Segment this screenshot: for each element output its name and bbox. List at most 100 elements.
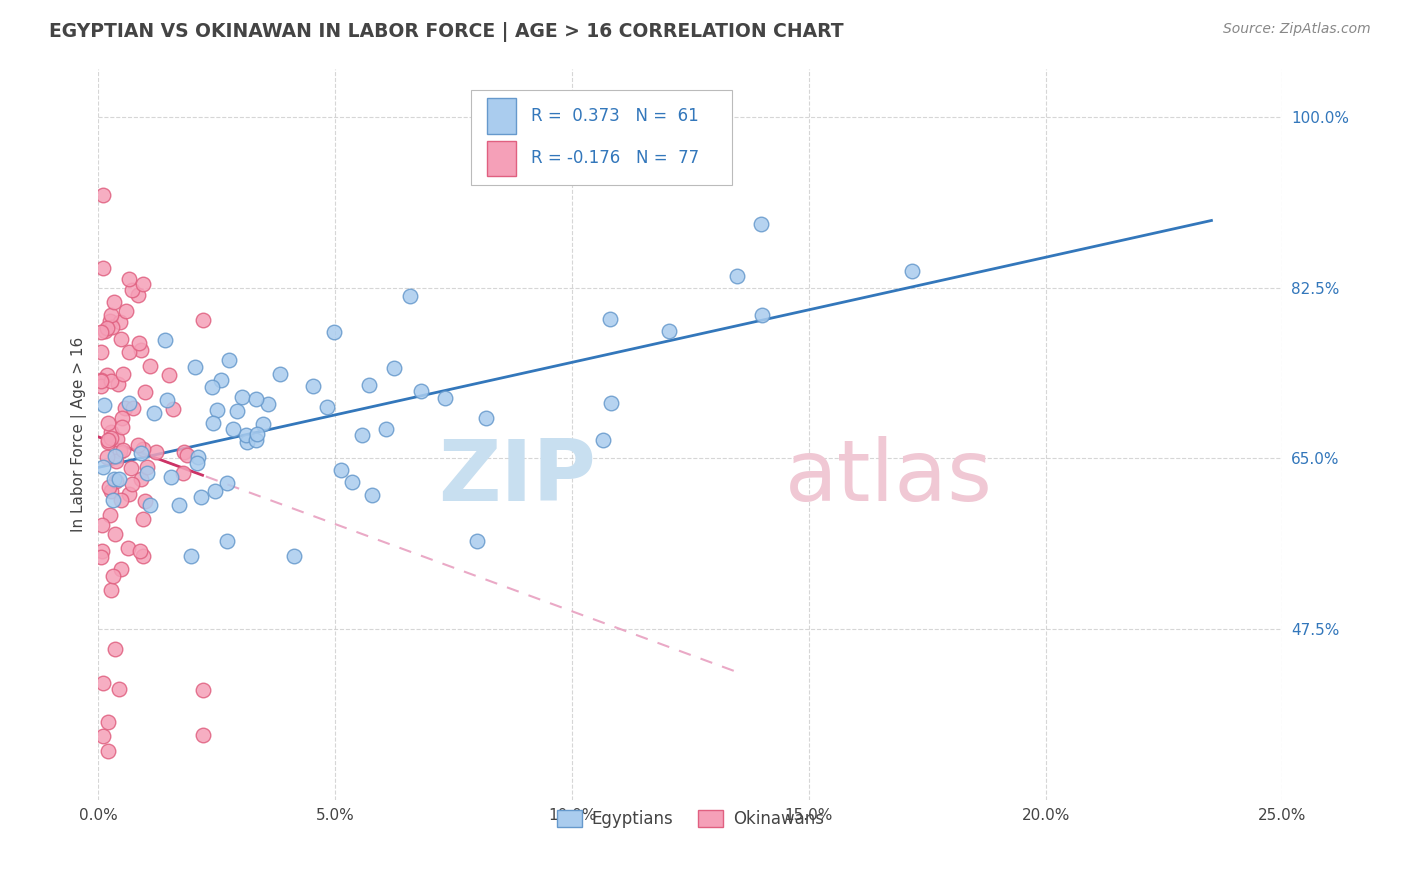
Point — [231, 390, 253, 404]
Point — [121, 401, 143, 415]
Point — [91, 729, 114, 743]
Text: atlas: atlas — [785, 436, 993, 519]
Text: ZIP: ZIP — [437, 436, 596, 519]
Point — [361, 488, 384, 502]
Point — [100, 425, 122, 440]
Point — [103, 472, 125, 486]
Point — [114, 303, 136, 318]
Point — [342, 475, 364, 489]
Point — [90, 325, 112, 339]
Point — [359, 378, 381, 392]
Point — [599, 396, 621, 410]
Point — [143, 406, 166, 420]
Point — [215, 533, 238, 548]
Point — [110, 420, 132, 434]
Text: R =  0.373   N =  61: R = 0.373 N = 61 — [530, 107, 699, 125]
Point — [751, 308, 773, 322]
Point — [127, 287, 149, 301]
Point — [100, 431, 122, 445]
Point — [129, 446, 152, 460]
Point — [172, 466, 194, 480]
Point — [145, 445, 167, 459]
Point — [136, 467, 159, 481]
Point — [118, 487, 141, 501]
Point — [110, 562, 132, 576]
Point — [96, 320, 118, 334]
Point — [111, 442, 134, 457]
Point — [725, 269, 748, 284]
Point — [104, 641, 127, 656]
Point — [118, 272, 141, 286]
Point — [97, 714, 120, 729]
Point — [127, 438, 149, 452]
Point — [283, 549, 305, 563]
Point — [110, 315, 132, 329]
Point — [191, 313, 214, 327]
Point — [90, 379, 112, 393]
Point — [105, 474, 128, 488]
Point — [167, 498, 190, 512]
Point — [111, 411, 134, 425]
Point — [173, 444, 195, 458]
Point — [107, 682, 129, 697]
Point — [129, 472, 152, 486]
Point — [97, 744, 120, 758]
Point — [409, 384, 432, 399]
Y-axis label: In Labor Force | Age > 16: In Labor Force | Age > 16 — [72, 336, 87, 532]
Point — [128, 335, 150, 350]
Point — [90, 374, 112, 388]
Point — [134, 494, 156, 508]
Point — [204, 483, 226, 498]
Point — [323, 325, 346, 339]
Point — [235, 435, 257, 450]
Point — [90, 518, 112, 533]
Point — [315, 401, 337, 415]
Point — [120, 460, 142, 475]
Point — [103, 295, 125, 310]
Point — [157, 368, 180, 383]
Point — [176, 449, 198, 463]
Point — [112, 368, 135, 382]
Point — [131, 549, 153, 564]
Point — [97, 433, 120, 447]
Point — [245, 433, 267, 447]
Point — [121, 283, 143, 297]
FancyBboxPatch shape — [471, 90, 733, 186]
Point — [191, 728, 214, 742]
Point — [399, 289, 422, 303]
Point — [222, 422, 245, 436]
Point — [129, 343, 152, 358]
Point — [751, 218, 773, 232]
Point — [153, 334, 176, 348]
Point — [103, 569, 125, 583]
Text: Source: ZipAtlas.com: Source: ZipAtlas.com — [1223, 22, 1371, 37]
Point — [101, 319, 124, 334]
Point — [104, 526, 127, 541]
Point — [190, 490, 212, 504]
Point — [218, 353, 240, 368]
Point — [101, 493, 124, 508]
Point — [215, 476, 238, 491]
Text: R = -0.176   N =  77: R = -0.176 N = 77 — [530, 150, 699, 168]
Point — [97, 480, 120, 494]
Point — [201, 380, 224, 394]
Point — [209, 373, 232, 387]
Point — [98, 313, 121, 327]
Point — [110, 332, 132, 346]
FancyBboxPatch shape — [486, 141, 516, 176]
Point — [91, 543, 114, 558]
Point — [91, 459, 114, 474]
Point — [136, 459, 159, 474]
Legend: Egyptians, Okinawans: Egyptians, Okinawans — [550, 804, 831, 835]
Point — [180, 549, 202, 563]
Point — [156, 393, 179, 408]
Point — [252, 417, 274, 431]
Text: EGYPTIAN VS OKINAWAN IN LABOR FORCE | AGE > 16 CORRELATION CHART: EGYPTIAN VS OKINAWAN IN LABOR FORCE | AG… — [49, 22, 844, 42]
Point — [184, 359, 207, 374]
Point — [100, 484, 122, 499]
Point — [269, 367, 291, 381]
Point — [107, 376, 129, 391]
Point — [900, 264, 922, 278]
Point — [90, 549, 112, 564]
Point — [159, 470, 181, 484]
